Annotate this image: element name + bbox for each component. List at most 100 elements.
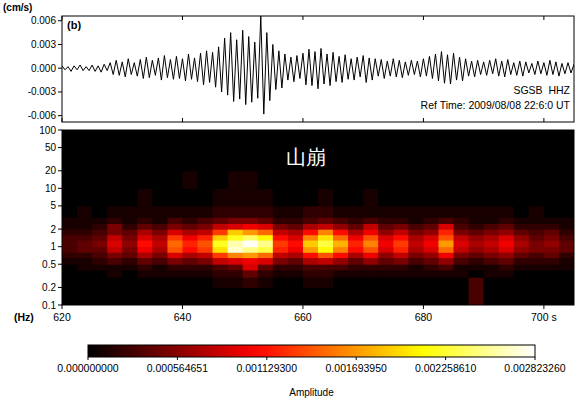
- heatmap-cell: [92, 206, 108, 218]
- heatmap-cell: [92, 188, 108, 206]
- heatmap-cell: [499, 264, 515, 270]
- heatmap-cell: [62, 223, 78, 229]
- heatmap-cell: [198, 252, 214, 258]
- heatmap-cell: [484, 252, 500, 258]
- heatmap-cell: [544, 258, 560, 265]
- heatmap-cell: [469, 235, 485, 241]
- heatmap-cell: [423, 277, 439, 288]
- heatmap-cell: [544, 188, 560, 206]
- heatmap-cell: [107, 270, 123, 278]
- heatmap-cell: [393, 206, 409, 218]
- heatmap-cell: [182, 258, 198, 265]
- heatmap-cell: [167, 252, 183, 258]
- heatmap-cell: [469, 258, 485, 265]
- heatmap-cell: [559, 223, 574, 229]
- heatmap-cell: [213, 229, 229, 235]
- heatmap-cell: [559, 240, 574, 247]
- heatmap-cell: [182, 270, 198, 278]
- heatmap-cell: [423, 235, 439, 241]
- heatmap-cell: [92, 235, 108, 241]
- heatmap-cell: [288, 252, 304, 258]
- heatmap-cell: [559, 270, 574, 278]
- heatmap-cell: [499, 277, 515, 288]
- y-tick: [58, 229, 62, 230]
- heatmap-cell: [438, 188, 454, 206]
- heatmap-cell: [303, 247, 319, 253]
- heatmap-cell: [273, 235, 289, 241]
- panel-label: (b): [67, 19, 81, 31]
- heatmap-cell: [348, 188, 364, 206]
- heatmap-cell: [484, 270, 500, 278]
- heatmap-cell: [499, 206, 515, 218]
- heatmap-cell: [303, 171, 319, 189]
- heatmap-cell: [514, 235, 530, 241]
- heatmap-cell: [514, 258, 530, 265]
- heatmap-cell: [469, 277, 485, 288]
- heatmap-cell: [92, 270, 108, 278]
- x-tick-label: 660: [294, 311, 312, 323]
- heatmap-cell: [438, 130, 454, 171]
- heatmap-cell: [288, 229, 304, 235]
- heatmap-cell: [243, 240, 259, 247]
- heatmap-cell: [122, 277, 138, 288]
- heatmap-cell: [198, 188, 214, 206]
- heatmap-cell: [182, 287, 198, 305]
- heatmap-cell: [122, 188, 138, 206]
- heatmap-cell: [544, 229, 560, 235]
- heatmap-cell: [182, 188, 198, 206]
- heatmap-cell: [408, 188, 424, 206]
- heatmap-cell: [378, 206, 394, 218]
- heatmap-cell: [122, 235, 138, 241]
- heatmap-cell: [77, 270, 93, 278]
- heatmap-cell: [152, 277, 168, 288]
- heatmap-cell: [243, 247, 259, 253]
- heatmap-cell: [228, 235, 244, 241]
- x-tick: [423, 16, 424, 20]
- heatmap-cell: [378, 171, 394, 189]
- heatmap-cell: [92, 217, 108, 224]
- heatmap-cell: [454, 217, 470, 224]
- heatmap-cell: [213, 264, 229, 270]
- heatmap-cell: [529, 206, 545, 218]
- heatmap-cell: [273, 277, 289, 288]
- y-tick: [58, 305, 62, 306]
- heatmap-cell: [454, 258, 470, 265]
- heatmap-cell: [198, 277, 214, 288]
- heatmap-cell: [288, 240, 304, 247]
- heatmap-cell: [423, 270, 439, 278]
- heatmap-cell: [529, 252, 545, 258]
- heatmap-cell: [137, 270, 153, 278]
- heatmap-cell: [77, 188, 93, 206]
- x-tick-label: 700 s: [531, 311, 557, 323]
- heatmap-cell: [122, 264, 138, 270]
- heatmap-cell: [288, 217, 304, 224]
- heatmap-cell: [243, 270, 259, 278]
- heatmap-cell: [333, 287, 349, 305]
- y-tick: [58, 44, 62, 45]
- heatmap-cell: [499, 252, 515, 258]
- heatmap-cell: [408, 287, 424, 305]
- heatmap-cell: [228, 240, 244, 247]
- heatmap-cell: [62, 247, 78, 253]
- x-tick: [543, 16, 544, 20]
- heatmap-cell: [378, 247, 394, 253]
- heatmap-cell: [363, 229, 379, 235]
- heatmap-cell: [107, 252, 123, 258]
- heatmap-cell: [454, 277, 470, 288]
- heatmap-cell: [122, 130, 138, 171]
- heatmap-cell: [62, 258, 78, 265]
- heatmap-cell: [438, 258, 454, 265]
- heatmap-cell: [484, 171, 500, 189]
- y-tick: [58, 170, 62, 171]
- heatmap-cell: [363, 217, 379, 224]
- y-tick: [58, 188, 62, 189]
- heatmap-cell: [378, 223, 394, 229]
- heatmap-cell: [182, 252, 198, 258]
- heatmap-cell: [198, 270, 214, 278]
- heatmap-cell: [303, 206, 319, 218]
- heatmap-cell: [529, 270, 545, 278]
- heatmap-cell: [77, 277, 93, 288]
- heatmap-cell: [514, 217, 530, 224]
- heatmap-cell: [288, 188, 304, 206]
- y-tick-label: 20: [45, 165, 57, 176]
